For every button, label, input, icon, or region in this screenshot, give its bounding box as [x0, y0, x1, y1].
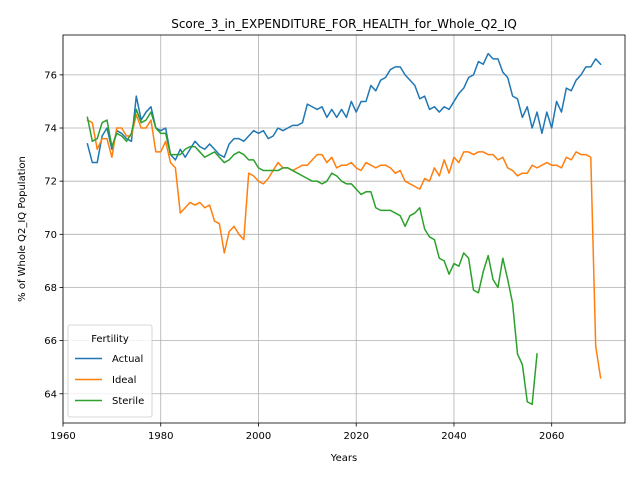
legend: Fertility Actual Ideal Sterile [67, 324, 153, 418]
x-tick-label: 2040 [441, 431, 466, 442]
axes-frame [62, 34, 626, 424]
y-tick-label: 72 [44, 177, 57, 188]
y-tick-label: 66 [44, 336, 57, 347]
legend-box [67, 324, 153, 418]
legend-label-ideal: Ideal [112, 375, 136, 386]
x-tick-label: 2000 [246, 431, 271, 442]
legend-label-actual: Actual [112, 354, 143, 365]
x-tick-label: 2020 [343, 431, 368, 442]
series-line-ideal [86, 113, 602, 379]
x-axis-label: Years [330, 453, 357, 464]
x-tick-label: 1980 [148, 431, 173, 442]
y-tick-label: 74 [44, 124, 57, 135]
y-tick-label: 68 [44, 283, 57, 294]
plot-area: 1960 1980 2000 2020 2040 2060 64 66 68 70 72 74 76 [44, 34, 626, 442]
y-tick-label: 70 [44, 230, 57, 241]
chart-title: Score_3_in_EXPENDITURE_FOR_HEALTH_for_Wh… [171, 17, 517, 31]
series-line-actual [86, 52, 602, 164]
y-axis-label: % of Whole Q2_IQ Population [17, 156, 28, 302]
x-tick-label: 1960 [50, 431, 75, 442]
legend-label-sterile: Sterile [112, 396, 144, 407]
series-line-sterile [86, 108, 538, 406]
y-tick-label: 64 [44, 389, 57, 400]
y-tick-label: 76 [44, 70, 57, 81]
x-tick-label: 2060 [539, 431, 564, 442]
legend-title: Fertility [91, 334, 129, 345]
